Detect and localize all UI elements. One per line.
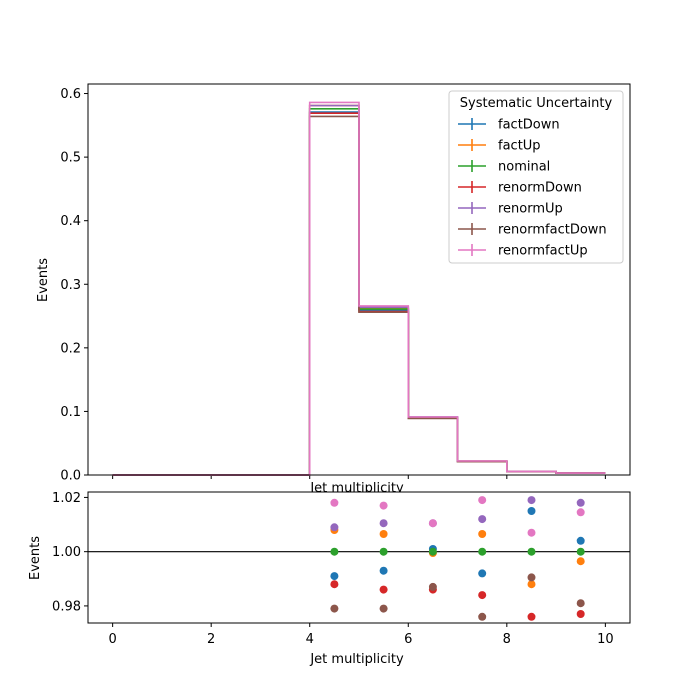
y-tick-label: 0.4: [60, 214, 81, 229]
y-tick-label: 0.5: [60, 151, 81, 166]
legend-label-renormUp: renormUp: [498, 202, 563, 217]
ratio-point-renormfactDown: [527, 573, 536, 582]
ratio-point-renormDown: [527, 612, 536, 621]
ratio-point-nominal: [478, 547, 487, 556]
ratio-x-tick-label: 2: [207, 632, 215, 647]
top-y-axis-label: Events: [36, 258, 51, 302]
ratio-point-nominal: [428, 547, 437, 556]
ratio-point-factUp: [576, 557, 585, 566]
ratio-x-axis-label: Jet multiplicity: [309, 652, 404, 667]
top-y-axis-ticks: 0.0 0.1 0.2 0.3 0.4 0.5 0.6: [60, 87, 88, 484]
ratio-point-factUp: [379, 530, 388, 538]
ratio-point-renormDown: [576, 610, 585, 618]
ratio-x-tick-label: 4: [306, 632, 314, 647]
ratio-point-renormDown: [478, 591, 487, 600]
ratio-plot-area: [88, 492, 630, 623]
ratio-point-renormDown: [379, 585, 388, 594]
ratio-point-renormUp: [379, 519, 388, 528]
ratio-y-axis-label: Events: [28, 536, 43, 580]
legend-label-renormfactUp: renormfactUp: [498, 244, 588, 259]
ratio-point-renormfactDown: [379, 604, 388, 613]
ratio-point-renormfactUp: [576, 508, 585, 517]
ratio-series-group: [330, 496, 585, 621]
y-tick-label: 0.1: [60, 405, 81, 420]
ratio-x-tick-label: 8: [503, 632, 511, 647]
legend-label-factUp: factUp: [498, 139, 541, 154]
ratio-point-factDown: [576, 536, 585, 545]
ratio-point-nominal: [527, 547, 536, 556]
legend-items: factDown factUp nominal renormDown renormUp r…: [458, 118, 607, 259]
ratio-point-renormfactUp: [478, 496, 487, 505]
top-histogram-panel: 0.00.10.20.30.40.50.6 Events Jet multipl…: [36, 83, 631, 496]
ratio-y-axis-ticks: 0.98 1.00 1.02: [52, 491, 88, 614]
ratio-point-renormDown: [330, 580, 339, 589]
y-tick-label: 0.3: [60, 278, 81, 293]
legend-title: Systematic Uncertainty: [460, 96, 613, 111]
legend-frame: [448, 90, 624, 264]
ratio-point-renormfactUp: [379, 501, 388, 510]
ratio-point-renormfactUp: [428, 519, 437, 528]
ratio-point-factDown: [379, 566, 388, 575]
ratio-point-renormfactDown: [576, 599, 585, 608]
ratio-point-renormUp: [478, 515, 487, 524]
ratio-point-factDown: [330, 572, 339, 581]
ratio-x-tick-label: 10: [597, 632, 614, 647]
ratio-point-factDown: [527, 507, 536, 515]
ratio-y-tick-label: 1.00: [52, 545, 81, 560]
ratio-point-renormfactDown: [330, 604, 339, 613]
ratio-point-factDown: [478, 569, 487, 578]
ratio-x-tick-label: 6: [404, 632, 412, 647]
legend-label-factDown: factDown: [498, 118, 560, 133]
legend-label-renormfactDown: renormfactDown: [498, 223, 607, 238]
ratio-point-nominal: [576, 547, 585, 556]
y-tick-label: 0.0: [60, 469, 81, 484]
legend-label-renormDown: renormDown: [498, 181, 582, 196]
ratio-point-renormfactDown: [428, 582, 437, 591]
ratio-point-nominal: [330, 547, 339, 556]
ratio-x-axis-ticks: 0 2 4 6 8 10: [108, 623, 614, 647]
top-plot-frame: [87, 83, 631, 476]
ratio-point-renormUp: [330, 523, 339, 532]
legend-label-nominal: nominal: [498, 160, 550, 175]
ratio-point-renormfactDown: [478, 612, 487, 621]
ratio-y-tick-label: 0.98: [52, 599, 81, 614]
y-tick-label: 0.2: [60, 341, 81, 356]
ratio-point-renormfactUp: [330, 498, 339, 507]
ratio-point-nominal: [379, 547, 388, 556]
ratio-plot-frame: [87, 491, 631, 624]
ratio-y-tick-label: 1.02: [52, 491, 81, 506]
ratio-x-tick-label: 0: [108, 632, 116, 647]
legend: Systematic Uncertainty factDown factUp nom…: [448, 90, 624, 264]
ratio-point-factUp: [478, 530, 487, 538]
ratio-panel: 0.98 1.00 1.02 0 2 4 6 8 10 Events Jet multipli…: [28, 491, 631, 667]
ratio-point-renormfactUp: [527, 528, 536, 537]
y-tick-label: 0.6: [60, 87, 81, 102]
ratio-point-renormUp: [527, 496, 536, 505]
ratio-point-factUp: [527, 580, 536, 589]
ratio-point-renormUp: [576, 498, 585, 507]
